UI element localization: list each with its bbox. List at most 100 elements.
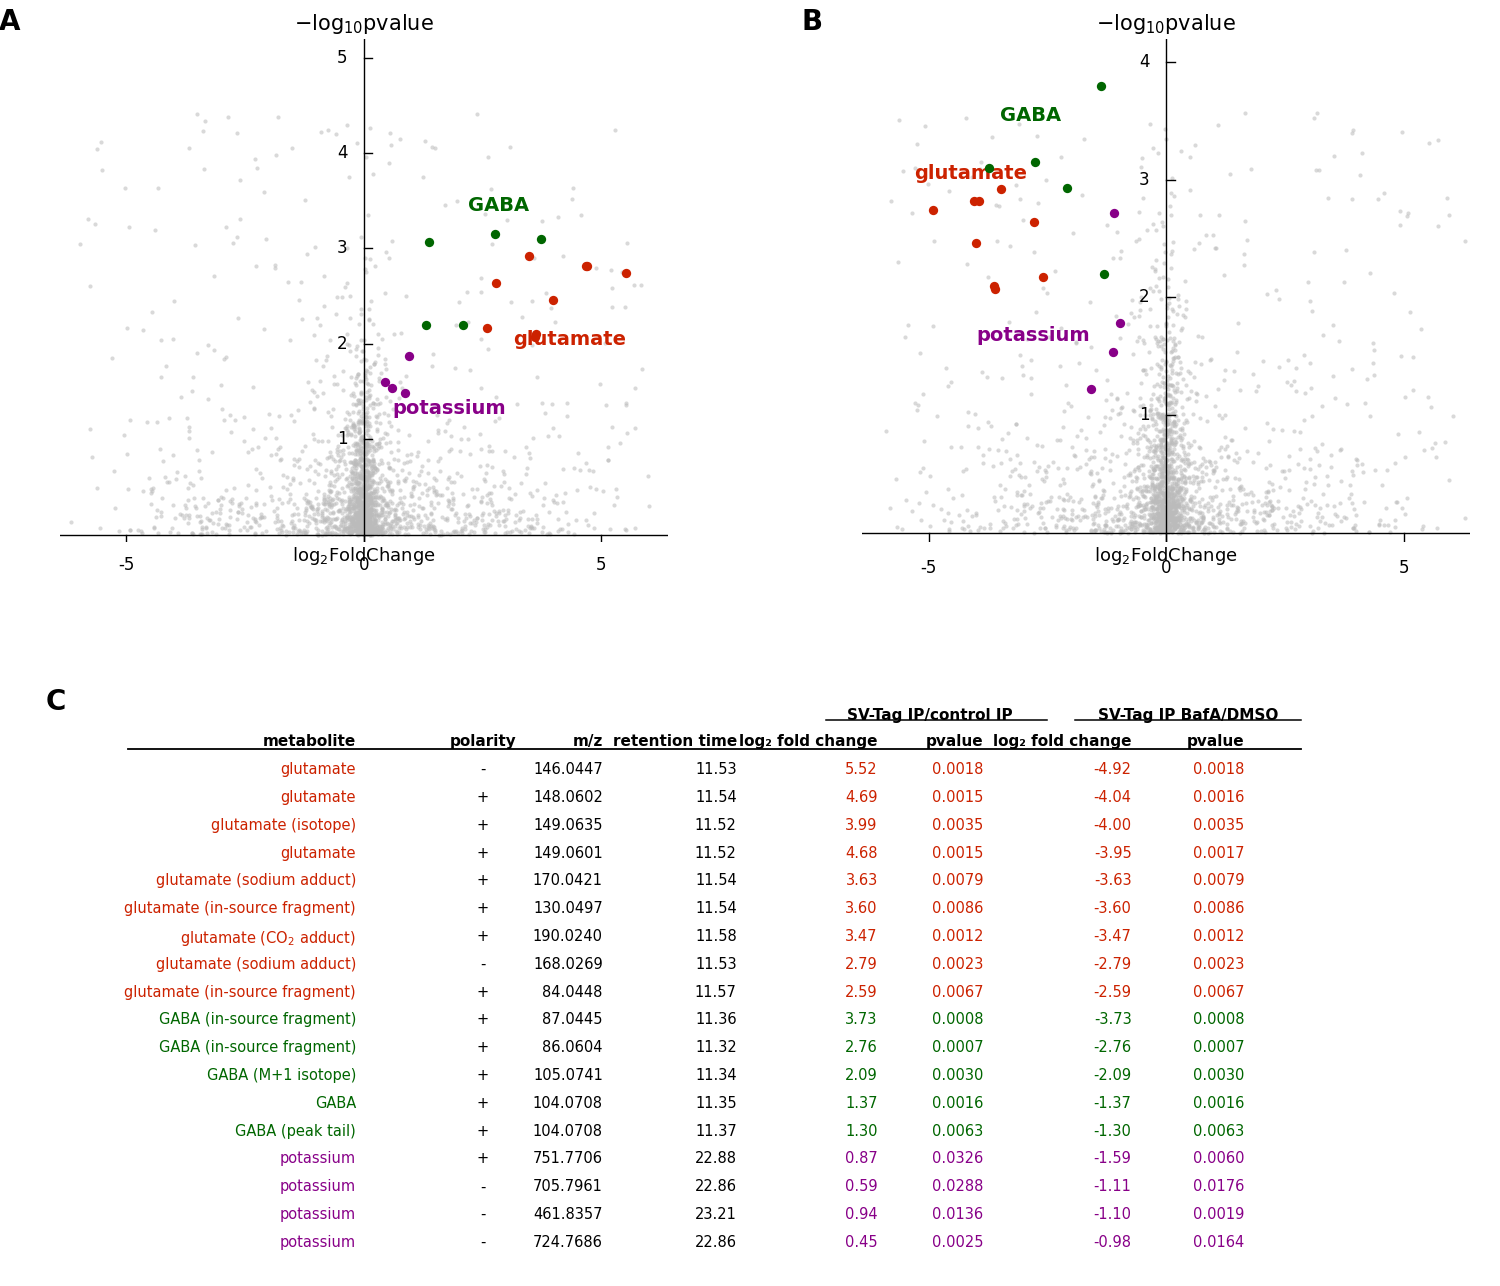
Point	[356, 475, 380, 495]
Point	[1233, 418, 1257, 439]
Point	[1424, 432, 1448, 453]
Text: -: -	[480, 957, 486, 972]
Point	[360, 436, 384, 457]
Point	[345, 462, 369, 482]
Point	[1146, 494, 1170, 514]
Text: potassium: potassium	[280, 1208, 356, 1222]
Point	[435, 495, 459, 516]
Point	[318, 503, 342, 523]
Point	[210, 399, 234, 419]
Point	[1168, 477, 1192, 498]
Point	[339, 417, 363, 437]
Point	[970, 453, 994, 473]
Point	[1152, 408, 1176, 428]
Point	[351, 499, 375, 520]
Point	[1154, 440, 1178, 460]
Point	[1174, 495, 1198, 516]
Point	[354, 507, 378, 527]
Point	[518, 517, 542, 538]
Point	[1096, 502, 1120, 522]
Point	[1160, 512, 1184, 532]
Point	[380, 493, 404, 513]
Point	[322, 523, 346, 544]
Point	[342, 509, 366, 530]
Point	[380, 518, 404, 539]
Point	[1148, 430, 1172, 450]
Point	[964, 233, 988, 253]
Point	[362, 457, 386, 477]
Point	[1197, 451, 1221, 472]
Point	[1128, 202, 1152, 222]
Point	[1252, 493, 1276, 513]
Point	[1143, 509, 1167, 530]
Point	[1146, 455, 1170, 476]
Point	[1188, 408, 1212, 428]
Point	[510, 307, 534, 328]
Point	[1156, 458, 1180, 478]
Point	[435, 509, 459, 530]
Text: +: +	[477, 818, 489, 833]
Point	[354, 478, 378, 499]
Point	[1143, 485, 1167, 505]
Point	[476, 147, 500, 167]
Point	[1182, 453, 1206, 473]
Point	[278, 329, 302, 350]
Point	[1005, 509, 1029, 530]
Point	[217, 514, 242, 535]
Point	[372, 354, 396, 374]
Point	[357, 477, 381, 498]
Point	[1126, 491, 1150, 512]
Point	[1173, 459, 1197, 480]
Point	[1178, 517, 1202, 538]
Point	[1155, 464, 1179, 485]
Point	[594, 395, 618, 415]
Point	[1125, 518, 1149, 539]
Point	[354, 509, 378, 530]
Point	[188, 523, 211, 544]
Point	[312, 523, 336, 544]
Point	[1149, 441, 1173, 462]
Point	[1182, 511, 1206, 531]
Point	[1152, 505, 1176, 526]
Point	[348, 512, 372, 532]
Point	[1174, 508, 1198, 529]
Point	[352, 349, 376, 369]
Point	[556, 513, 580, 534]
Point	[1198, 522, 1222, 543]
Point	[302, 509, 326, 530]
Point	[249, 504, 273, 525]
Point	[1148, 518, 1172, 539]
Point	[1131, 360, 1155, 381]
Point	[350, 514, 374, 535]
Point	[104, 498, 128, 518]
Point	[1160, 473, 1184, 494]
Point	[465, 104, 489, 125]
Point	[1164, 507, 1188, 527]
Point	[1155, 508, 1179, 529]
Point	[326, 441, 350, 462]
Point	[76, 208, 101, 229]
Point	[388, 323, 412, 343]
Point	[350, 329, 374, 350]
Point	[344, 491, 368, 512]
Point	[1149, 430, 1173, 450]
Point	[1256, 482, 1280, 503]
Point	[1401, 379, 1425, 400]
Point	[318, 494, 342, 514]
Point	[348, 520, 372, 540]
Point	[1143, 512, 1167, 532]
Point	[320, 475, 344, 495]
Point	[986, 440, 1010, 460]
Point	[340, 516, 364, 536]
Point	[1156, 491, 1180, 512]
Point	[348, 478, 372, 499]
Point	[357, 505, 381, 526]
Point	[1236, 229, 1260, 249]
Point	[1142, 459, 1166, 480]
Point	[1158, 413, 1182, 433]
Point	[366, 520, 390, 540]
Text: polarity: polarity	[450, 734, 516, 750]
Point	[1218, 509, 1242, 530]
Point	[352, 487, 376, 508]
Point	[1209, 437, 1233, 458]
